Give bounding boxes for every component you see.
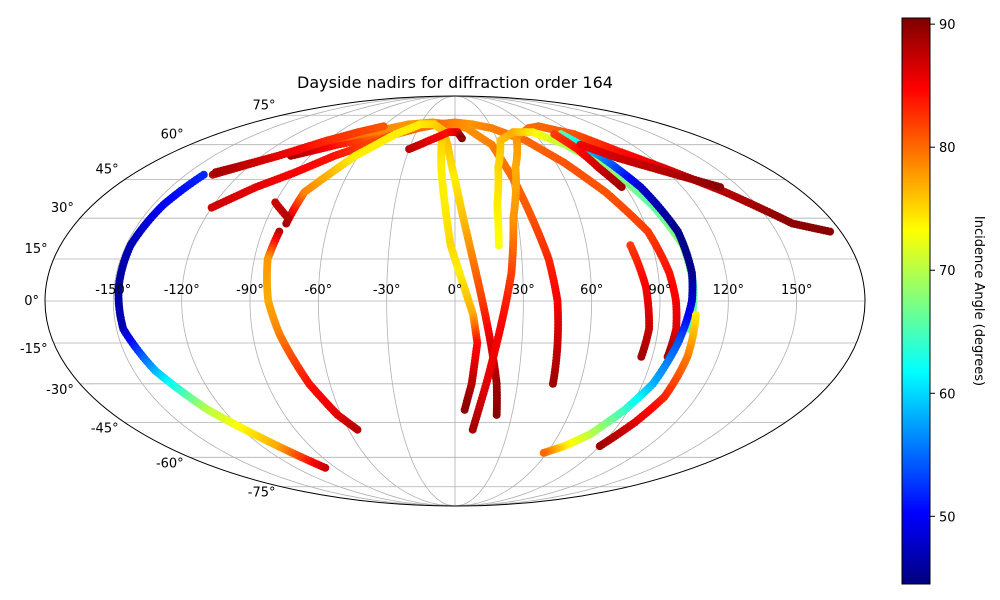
- lon-tick-label: 120°: [713, 283, 744, 298]
- scatter-point: [617, 183, 626, 192]
- lat-tick-label: -15°: [20, 342, 48, 357]
- scatter-point: [492, 410, 501, 419]
- lat-tick-label: 60°: [161, 128, 184, 143]
- lon-tick-label: -120°: [164, 283, 200, 298]
- scatter-point: [716, 183, 725, 192]
- scatter-point: [826, 227, 835, 236]
- lon-tick-label: 150°: [781, 283, 812, 298]
- gridlines: [45, 96, 865, 506]
- lon-tick-label: -60°: [304, 283, 332, 298]
- chart-title: Dayside nadirs for diffraction order 164: [297, 73, 613, 92]
- lon-tick-label: -30°: [373, 283, 401, 298]
- lon-tick-label: 0°: [448, 283, 463, 298]
- lon-tick-label: 60°: [580, 283, 603, 298]
- lon-tick-label: 30°: [512, 283, 535, 298]
- scatter-point: [637, 352, 646, 361]
- lat-tick-label: 0°: [24, 294, 39, 309]
- lon-tick-label: -90°: [236, 283, 264, 298]
- tick-labels: -150° -120° -90° -60° -30° 0° 30° 60° 90° 120° 150…: [20, 98, 812, 500]
- colorbar-label: Incidence Angle (degrees): [971, 216, 986, 386]
- lat-tick-label: 45°: [96, 163, 119, 178]
- scatter-point: [353, 425, 362, 434]
- colorbar-tick-label: 60: [939, 387, 956, 402]
- scatter-point: [539, 448, 548, 457]
- colorbar-tick-label: 50: [939, 510, 956, 525]
- colorbar-tick-label: 70: [939, 264, 956, 279]
- scatter-point: [284, 214, 293, 223]
- data-points: [114, 118, 835, 472]
- scatter-point: [321, 463, 330, 472]
- lat-tick-label: -30°: [46, 383, 74, 398]
- lat-tick-label: -60°: [156, 456, 184, 471]
- scatter-point: [595, 442, 604, 451]
- scatter-point: [457, 134, 466, 143]
- colorbar-tick-label: 80: [939, 141, 956, 156]
- lon-tick-label: 90°: [648, 283, 671, 298]
- lon-tick-label: -150°: [95, 283, 131, 298]
- colorbar-tick-label: 90: [939, 18, 956, 33]
- lat-tick-label: 15°: [25, 242, 48, 257]
- scatter-point: [548, 379, 557, 388]
- map-outline: [44, 95, 866, 507]
- colorbar-ticks: 50 60 70 80 90: [930, 18, 956, 525]
- lat-tick-label: 75°: [252, 98, 275, 113]
- lat-tick-label: -45°: [91, 421, 119, 436]
- lat-tick-label: -75°: [248, 486, 276, 501]
- lat-tick-label: 30°: [51, 201, 74, 216]
- scatter-point: [460, 405, 469, 414]
- colorbar: [901, 17, 931, 585]
- scatter-point: [379, 122, 388, 131]
